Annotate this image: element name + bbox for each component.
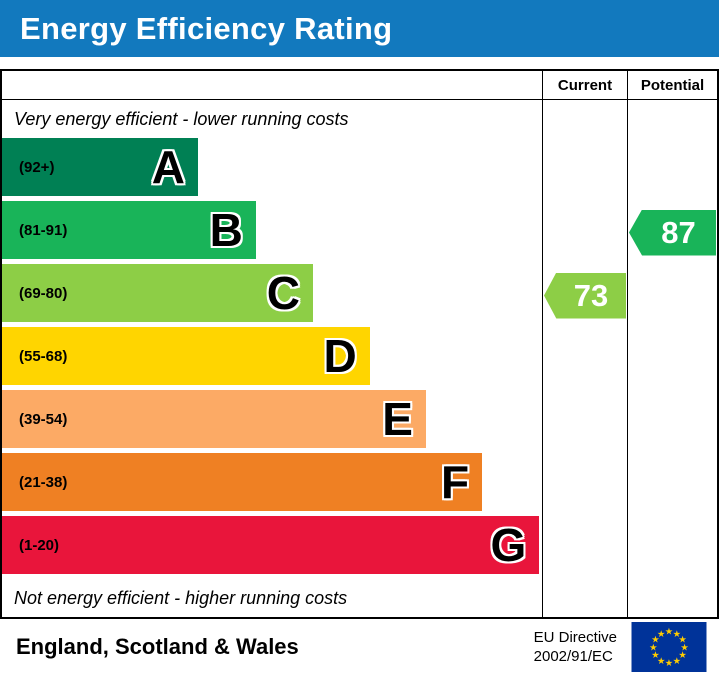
indicator-slot: [628, 138, 717, 201]
bands: (92+) A (81-91) B (69-80) C (55-68) D (39-54) E (2…: [2, 138, 542, 579]
band-range-label: (21-38): [19, 473, 68, 491]
band-bar-e: (39-54) E: [2, 390, 426, 448]
band-range-label: (1-20): [19, 536, 60, 554]
eu-directive-line1: EU Directive: [533, 628, 617, 646]
band-range-label: (92+): [19, 158, 55, 176]
indicator-slot: [628, 453, 717, 516]
indicator-slot: [628, 516, 717, 579]
eu-directive-line2: 2002/91/EC: [533, 648, 613, 665]
indicator-spacer: [628, 100, 717, 138]
bands-column: Very energy efficient - lower running co…: [2, 100, 542, 617]
band-row-b: (81-91) B: [2, 201, 542, 264]
top-note: Very energy efficient - lower running co…: [14, 108, 349, 129]
band-bar-c: (69-80) C: [2, 264, 314, 322]
footer: England, Scotland & Wales EU Directive 2…: [0, 619, 719, 675]
eu-directive-label: EU Directive 2002/91/EC: [534, 628, 617, 667]
indicator-slot: [543, 327, 627, 390]
indicator-slot: [543, 201, 627, 264]
page-title: Energy Efficiency Rating: [20, 10, 393, 46]
indicator-slot: 87: [628, 201, 717, 264]
band-row-a: (92+) A: [2, 138, 542, 201]
indicator-slot: [543, 390, 627, 453]
eu-flag-star: ★: [657, 629, 665, 640]
potential-column: 87: [627, 100, 717, 617]
bottom-note: Not energy efficient - higher running co…: [14, 587, 348, 608]
indicator-slot: [543, 516, 627, 579]
current-column-header: Current: [542, 71, 627, 99]
eu-flag-star: ★: [649, 642, 657, 653]
eu-flag-star: ★: [678, 650, 686, 661]
band-letter: D: [323, 330, 357, 382]
band-bar-a: (92+) A: [2, 138, 199, 196]
eu-flag-star: ★: [673, 629, 681, 640]
band-bar-g: (1-20) G: [2, 516, 540, 574]
current-rating-indicator: 73: [544, 272, 626, 319]
table-header-row: Current Potential: [2, 71, 717, 100]
band-row-f: (21-38) F: [2, 453, 542, 516]
eu-flag-star: ★: [651, 635, 659, 646]
eu-flag-star: ★: [680, 642, 688, 653]
indicator-slot: [543, 453, 627, 516]
region-label: England, Scotland & Wales: [16, 634, 299, 659]
band-letter: E: [382, 393, 413, 445]
band-bar-f: (21-38) F: [2, 453, 483, 511]
eu-flag-star: ★: [678, 635, 686, 646]
band-row-e: (39-54) E: [2, 390, 542, 453]
band-range-label: (69-80): [19, 284, 68, 302]
band-bar-b: (81-91) B: [2, 201, 256, 259]
band-row-g: (1-20) G: [2, 516, 542, 579]
indicator-slot: [628, 327, 717, 390]
eu-flag-star: ★: [657, 656, 665, 667]
band-letter: A: [151, 141, 186, 193]
eu-flag-field: [631, 622, 707, 672]
current-column: 73: [542, 100, 627, 617]
indicator-spacer: [543, 100, 627, 138]
potential-column-header: Potential: [627, 71, 717, 99]
potential-rating-indicator: 87: [629, 209, 716, 256]
band-row-c: (69-80) C: [2, 264, 542, 327]
eu-flag-star: ★: [665, 658, 673, 669]
table-body: Very energy efficient - lower running co…: [2, 100, 717, 617]
band-range-label: (81-91): [19, 221, 68, 239]
band-letter: C: [266, 267, 301, 319]
indicator-slot: [543, 138, 627, 201]
band-row-d: (55-68) D: [2, 327, 542, 390]
eu-flag: ★ ★★★★★★★★★★★: [631, 622, 707, 672]
eu-flag-star: ★: [651, 650, 659, 661]
band-range-label: (39-54): [19, 410, 68, 428]
eu-flag-star: ★: [665, 627, 673, 638]
eu-flag-star: ★: [673, 656, 681, 667]
band-range-label: (55-68): [19, 347, 68, 365]
band-letter: G: [490, 519, 527, 571]
title-bar: Energy Efficiency Rating: [0, 0, 719, 57]
band-letter: B: [209, 204, 243, 256]
indicator-slot: 73: [543, 264, 627, 327]
indicator-slot: [628, 390, 717, 453]
header-spacer: [2, 71, 542, 99]
indicator-slot: [628, 264, 717, 327]
band-bar-d: (55-68) D: [2, 327, 370, 385]
band-letter: F: [440, 456, 470, 508]
rating-table: Current Potential Very energy efficient …: [0, 69, 719, 619]
